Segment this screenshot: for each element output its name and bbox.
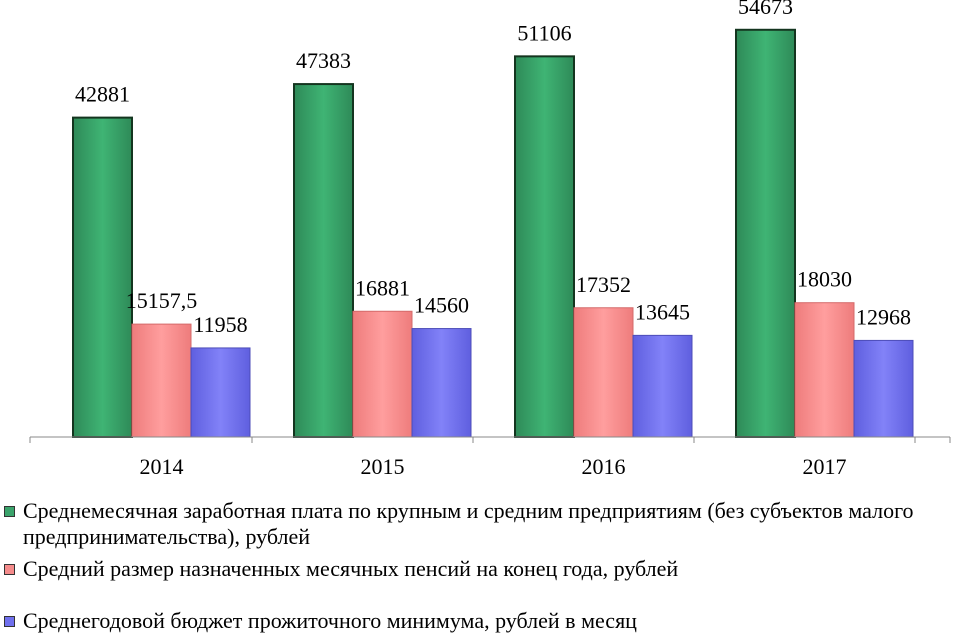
data-label-pensions-2014: 15157,5	[126, 288, 198, 313]
legend-item-pensions: Средний размер назначенных месячных пенс…	[0, 556, 958, 582]
data-label-wages-2015: 47383	[296, 48, 351, 73]
data-label-subsistence-2017: 12968	[856, 304, 911, 329]
bar-pensions-2017	[794, 302, 855, 438]
data-label-wages-2017: 54673	[738, 0, 793, 19]
data-label-pensions-2015: 16881	[355, 275, 410, 300]
bar-subsistence-2014	[190, 347, 251, 438]
legend-item-subsistence: Среднегодовой бюджет прожиточного миниму…	[0, 608, 958, 634]
x-tick-marks	[29, 437, 951, 443]
x-tick-labels: 2014 2015 2016 2017	[140, 454, 847, 479]
data-label-pensions-2017: 18030	[797, 267, 852, 292]
data-label-subsistence-2015: 14560	[414, 293, 469, 318]
x-tick-label-2014: 2014	[140, 454, 184, 479]
bar-subsistence-2016	[632, 334, 693, 438]
bar-wages-2016	[514, 55, 575, 438]
data-label-subsistence-2014: 11958	[193, 312, 247, 337]
bars-layer	[72, 28, 914, 439]
bar-subsistence-2015	[411, 328, 472, 438]
legend-item-wages: Среднемесячная заработная плата по крупн…	[0, 498, 958, 550]
bar-pensions-2014	[131, 323, 192, 438]
bar-pensions-2015	[352, 310, 413, 438]
bar-subsistence-2017	[853, 339, 914, 438]
data-label-wages-2014: 42881	[75, 82, 130, 107]
x-tick-label-2016: 2016	[582, 454, 626, 479]
bar-wages-2014	[72, 116, 133, 439]
bar-wages-2015	[293, 83, 354, 439]
x-tick-label-2015: 2015	[361, 454, 405, 479]
bar-wages-2017	[735, 28, 796, 438]
data-label-wages-2016: 51106	[517, 20, 571, 45]
data-label-subsistence-2016: 13645	[635, 299, 690, 324]
legend-swatch-green	[4, 506, 15, 517]
legend-swatch-pink	[4, 564, 15, 575]
legend-label-pensions: Средний размер назначенных месячных пенс…	[23, 556, 679, 581]
legend-swatch-blue	[4, 616, 15, 627]
legend-label-wages: Среднемесячная заработная плата по крупн…	[23, 498, 914, 549]
bar-pensions-2016	[573, 307, 634, 438]
data-label-pensions-2016: 17352	[576, 272, 631, 297]
x-tick-label-2017: 2017	[803, 454, 847, 479]
legend-label-subsistence: Среднегодовой бюджет прожиточного миниму…	[23, 608, 637, 633]
